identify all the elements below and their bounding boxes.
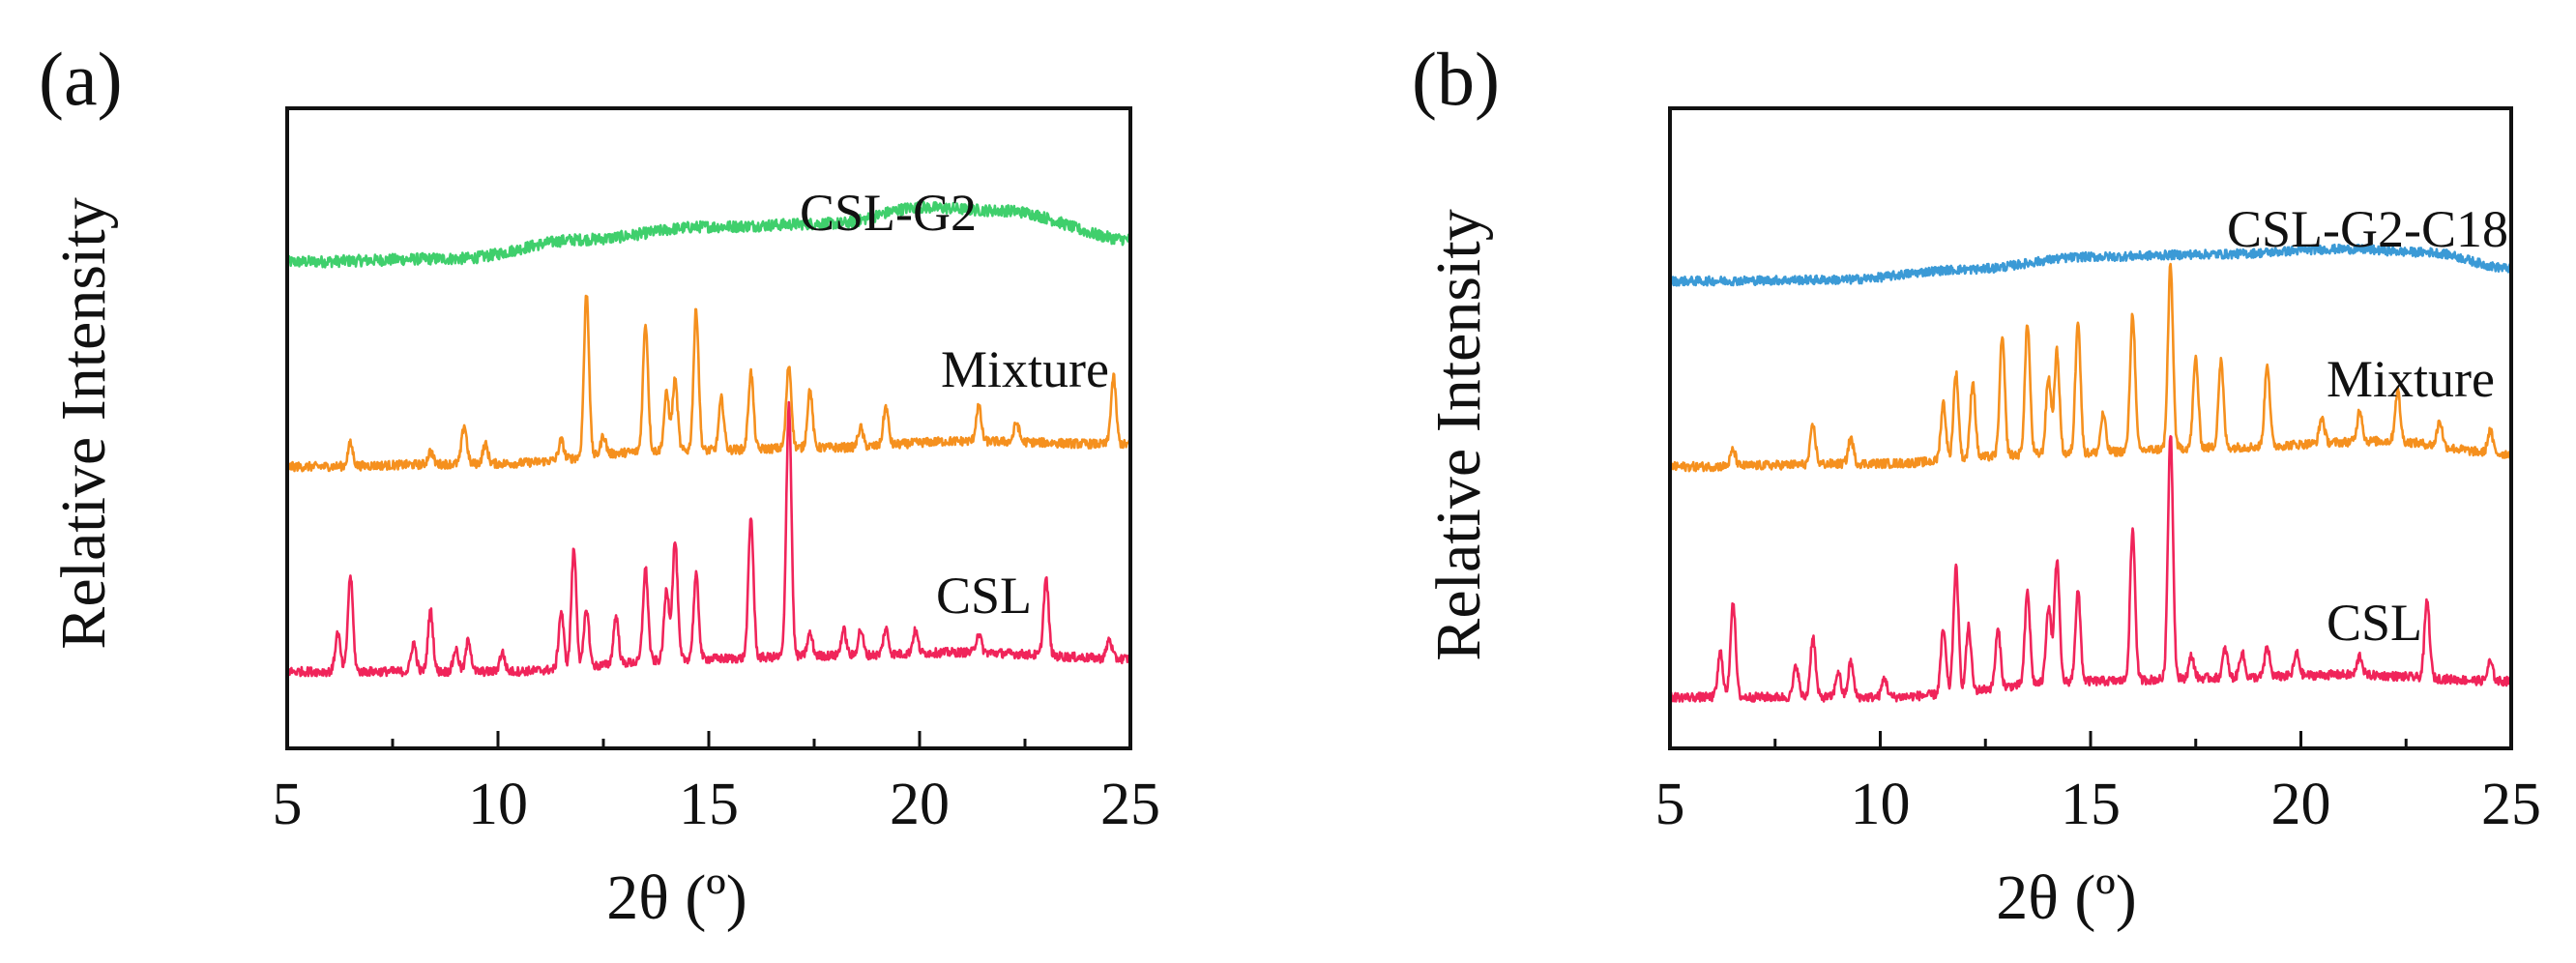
y-axis-title-b: Relative Intensity <box>1423 209 1494 660</box>
x-axis-title-b: 2θ (º) <box>1996 862 2137 933</box>
series-layer-b <box>1668 243 2513 703</box>
x-tick-label: 20 <box>2271 772 2331 837</box>
x-tick-label: 5 <box>273 772 303 837</box>
series-labels-b: CSL-G2-C18 Mixture CSL <box>2227 200 2508 652</box>
x-ticks-b: 5 10 15 20 25 <box>1655 731 2541 837</box>
x-tick-label: 15 <box>679 772 739 837</box>
plot-frame-a <box>285 106 1132 750</box>
x-ticks-a: 5 10 15 20 25 <box>273 731 1160 837</box>
series-label-a-csl-g2: CSL-G2 <box>800 184 977 242</box>
y-axis-title-a: Relative Intensity <box>48 197 119 649</box>
x-tick-label: 25 <box>1100 772 1160 837</box>
series-label-a-mixture: Mixture <box>941 340 1109 398</box>
panel-label-a: (a) <box>39 37 123 121</box>
series-line-csl <box>286 400 1132 678</box>
series-line-mixture <box>285 294 1132 473</box>
x-tick-label: 20 <box>890 772 950 837</box>
panel-label-b: (b) <box>1412 37 1500 121</box>
series-label-b-csl: CSL <box>2327 594 2422 652</box>
series-labels-a: CSL-G2 Mixture CSL <box>800 184 1109 625</box>
x-axis-title-a: 2θ (º) <box>606 862 747 933</box>
series-line-csl-g2-c18 <box>1668 243 2513 287</box>
series-label-a-csl: CSL <box>936 567 1032 625</box>
series-line-csl-g2 <box>285 200 1131 269</box>
series-layer-a <box>285 200 1132 678</box>
x-tick-label: 5 <box>1655 772 1685 837</box>
series-line-mixture <box>1668 262 2513 473</box>
panel-b: (b) Relative Intensity 2θ (º) CSL-G2-C18… <box>1412 37 2541 933</box>
x-tick-label: 10 <box>1851 772 1911 837</box>
series-label-b-mixture: Mixture <box>2327 350 2495 408</box>
plot-frame-b <box>1668 106 2513 750</box>
series-label-b-csl-g2-c18: CSL-G2-C18 <box>2227 200 2508 258</box>
series-line-csl <box>1668 435 2513 703</box>
x-tick-label: 25 <box>2481 772 2541 837</box>
x-tick-label: 10 <box>468 772 528 837</box>
x-tick-label: 15 <box>2061 772 2121 837</box>
panel-a: (a) Relative Intensity 2θ (º) CSL-G2 Mix… <box>39 37 1160 933</box>
